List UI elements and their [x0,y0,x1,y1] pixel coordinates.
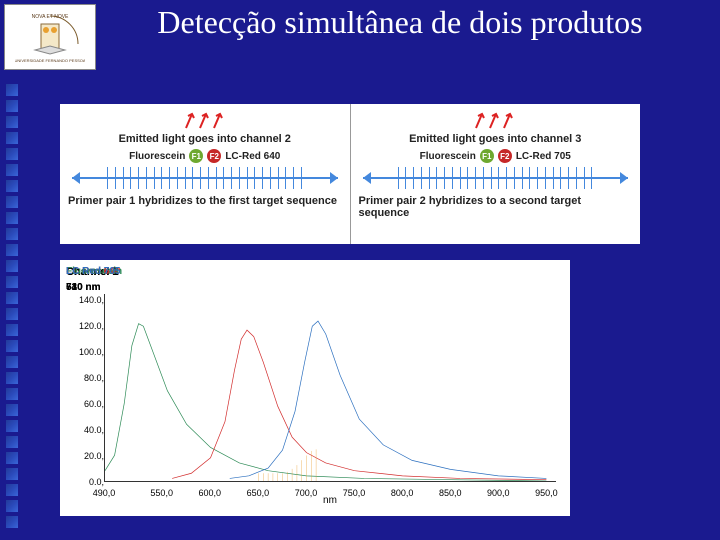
emit-arrows-icon [68,110,342,133]
x-tick: 600,0 [199,488,222,498]
emit-arrows-icon [359,110,633,133]
curve-fluorescein [105,324,546,481]
bullet-square [6,244,18,256]
university-logo: NOVA ET NOVE UNIVERSIDADE FERNANDO PESSO… [4,4,96,70]
y-tick: 100.0, [70,347,104,357]
probe-row: Fluorescein F1 F2 LC-Red 705 [359,149,633,163]
dna-track [363,167,629,189]
y-tick: 140.0, [70,295,104,305]
y-tick: 80.0, [70,373,104,383]
y-tick: 40.0, [70,425,104,435]
x-tick: 900,0 [487,488,510,498]
bullet-square [6,308,18,320]
x-tick: 850,0 [439,488,462,498]
bullet-square [6,260,18,272]
hybridization-diagram: Emitted light goes into channel 2 Fluore… [60,104,640,244]
bullet-square [6,388,18,400]
emit-label: Emitted light goes into channel 2 [68,133,342,145]
bullet-square [6,484,18,496]
emission-spectrum-chart: 0.0, 20.0, 40.0, 60.0, 80.0, 100.0, 120.0, 140.… [60,260,570,516]
pane-caption: Primer pair 2 hybridizes to a second tar… [359,195,633,219]
bullet-square [6,404,18,416]
bullet-square [6,468,18,480]
bullet-square [6,452,18,464]
acceptor-fluorophore-icon: F2 [207,149,221,163]
emit-label: Emitted light goes into channel 3 [359,133,633,145]
bullet-square [6,212,18,224]
donor-fluorophore-icon: F1 [189,149,203,163]
bullet-square [6,164,18,176]
curve-lc-red-705 [230,321,547,478]
bullet-square [6,500,18,512]
bullet-square [6,372,18,384]
bullet-square [6,148,18,160]
lcred-label: LC-Red 640 [225,151,280,162]
logo-bottom-text: UNIVERSIDADE FERNANDO PESSOA [15,58,85,63]
pane-1: Emitted light goes into channel 2 Fluore… [60,104,351,244]
fluorescein-label: Fluorescein [129,151,185,162]
x-label: nm [323,495,337,506]
band-label: 710 nm [66,282,100,293]
donor-fluorophore-icon: F1 [480,149,494,163]
curve-label: LC Red 705 [66,266,120,277]
bullet-square [6,180,18,192]
bullet-square [6,84,18,96]
x-axis: 490,0550,0600,0650,0700,0750,0800,0850,0… [104,488,556,504]
y-tick: 0.0, [70,477,104,487]
x-tick: 750,0 [343,488,366,498]
plot-area [104,294,556,482]
acceptor-fluorophore-icon: F2 [498,149,512,163]
bullet-square [6,324,18,336]
bullet-square [6,196,18,208]
logo-top-text: NOVA ET NOVE [32,14,69,20]
bullet-square [6,356,18,368]
x-tick: 800,0 [391,488,414,498]
fluorescein-label: Fluorescein [420,151,476,162]
probe-row: Fluorescein F1 F2 LC-Red 640 [68,149,342,163]
x-tick: 950,0 [535,488,558,498]
bullet-square [6,116,18,128]
bullet-square [6,340,18,352]
y-tick: 120.0, [70,321,104,331]
y-tick: 60.0, [70,399,104,409]
y-tick: 20.0, [70,451,104,461]
bullet-strip [6,84,18,528]
pane-2: Emitted light goes into channel 3 Fluore… [351,104,641,244]
bullet-square [6,516,18,528]
bullet-square [6,436,18,448]
y-axis: 0.0,20.0,40.0,60.0,80.0,100.0,120.0,140.… [66,294,104,482]
bullet-square [6,100,18,112]
bullet-square [6,420,18,432]
slide-title: Detecção simultânea de dois produtos [0,0,720,41]
bullet-square [6,132,18,144]
lcred-label: LC-Red 705 [516,151,571,162]
x-tick: 490,0 [93,488,116,498]
bullet-square [6,292,18,304]
pane-caption: Primer pair 1 hybridizes to the first ta… [68,195,342,207]
bullet-square [6,276,18,288]
x-tick: 700,0 [295,488,318,498]
x-tick: 650,0 [247,488,270,498]
bullet-square [6,228,18,240]
dna-track [72,167,338,189]
x-tick: 550,0 [150,488,173,498]
